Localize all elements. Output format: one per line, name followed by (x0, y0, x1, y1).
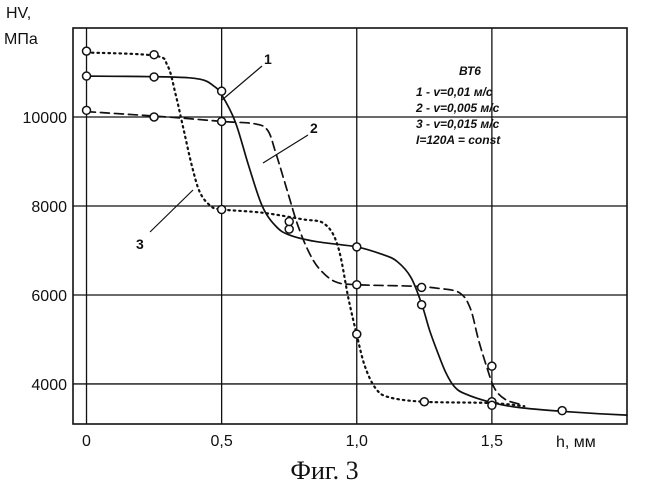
series-3-point (420, 398, 428, 406)
series-3-point (150, 51, 158, 59)
x-tick-label: 1,5 (481, 433, 503, 450)
series-2-point (83, 106, 91, 114)
callout-label-1: 1 (264, 51, 272, 67)
series-2-point (150, 113, 158, 121)
x-tick-label: 0 (82, 433, 91, 450)
callout-line-1 (222, 66, 262, 100)
y-axis-title-line1: HV, (6, 5, 31, 22)
legend-line-2: 2 - v=0,005 м/с (415, 101, 500, 115)
series-1-point (558, 407, 566, 415)
x-axis-title: h, мм (556, 434, 596, 451)
series-3-point (83, 47, 91, 55)
series-1-point (150, 73, 158, 81)
series-1-point (285, 225, 293, 233)
y-tick-label: 6000 (31, 288, 67, 305)
series-2-line (87, 112, 519, 404)
callout-label-3: 3 (136, 236, 144, 252)
callout-line-2 (263, 135, 308, 163)
y-axis-title-line2: МПа (4, 31, 38, 48)
figure-caption: Фиг. 3 (0, 456, 649, 486)
series-2-point (353, 281, 361, 289)
callout-line-3 (150, 190, 193, 232)
series-1-point (83, 72, 91, 80)
hardness-depth-chart: 0 0,5 1,0 1,5 4000 6000 8000 10000 HV, МПа h, м… (0, 0, 649, 455)
x-tick-label: 1,0 (346, 433, 368, 450)
callout-label-2: 2 (310, 120, 318, 136)
legend-line-1: 1 - v=0,01 м/с (416, 85, 493, 99)
series-3-point (488, 401, 496, 409)
series-2-point (488, 362, 496, 370)
y-tick-label: 4000 (31, 377, 67, 394)
legend-line-4: I=120A = const (416, 133, 501, 147)
series-3-point (353, 330, 361, 338)
legend-box: ВТ6 1 - v=0,01 м/с 2 - v=0,005 м/с 3 - v… (415, 64, 501, 147)
y-tick-label: 10000 (23, 110, 68, 127)
series-1-point (218, 87, 226, 95)
y-tick-label: 8000 (31, 199, 67, 216)
legend-line-3: 3 - v=0,015 м/с (416, 117, 500, 131)
series-1-point (353, 243, 361, 251)
series-1-point (418, 301, 426, 309)
series-3-point (285, 218, 293, 226)
tick-labels: 0 0,5 1,0 1,5 4000 6000 8000 10000 (23, 110, 504, 450)
chart-series (83, 47, 627, 415)
x-tick-label: 0,5 (211, 433, 233, 450)
series-2-point (218, 117, 226, 125)
legend-title: ВТ6 (459, 64, 481, 78)
series-3-point (218, 206, 226, 214)
series-2-point (418, 283, 426, 291)
